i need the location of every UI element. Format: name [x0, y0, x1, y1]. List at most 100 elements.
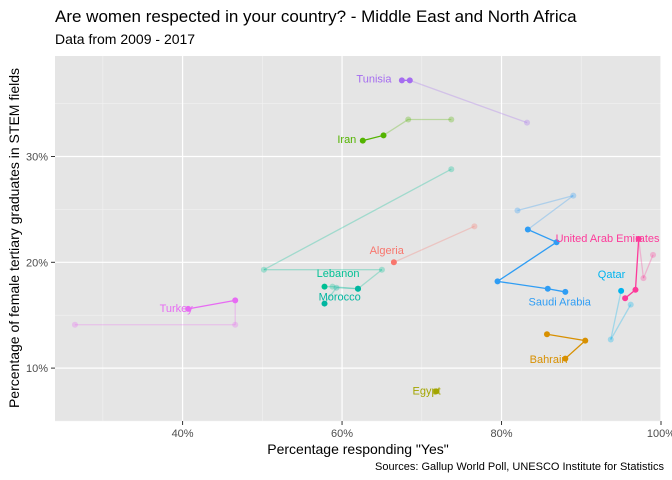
series-segment — [527, 195, 574, 231]
data-point — [622, 295, 629, 302]
data-point — [359, 137, 366, 144]
series-label-morocco: Morocco — [319, 291, 361, 303]
y-tick-label: 10% — [26, 363, 48, 375]
x-tick-label: 40% — [172, 428, 194, 440]
series-label-iran: Iran — [337, 134, 356, 146]
series-segment — [332, 285, 359, 290]
series-label-turkey: Turkey — [160, 303, 194, 315]
series-label-qatar: Qatar — [598, 269, 626, 281]
data-point — [321, 300, 328, 307]
series-united-arab-emirates — [622, 236, 657, 302]
series-segment — [610, 290, 622, 340]
series-morocco — [321, 284, 361, 307]
data-point — [448, 116, 455, 123]
data-point — [390, 259, 397, 266]
data-point — [406, 77, 413, 84]
data-point — [232, 297, 239, 304]
data-point — [185, 305, 192, 312]
data-point — [329, 283, 336, 290]
minor-gridlines — [55, 56, 661, 422]
series-segment — [546, 333, 586, 342]
data-point — [632, 286, 639, 293]
series-label-saudi-arabia: Saudi Arabia — [529, 297, 592, 309]
series-label-bahrain: Bahrain — [530, 354, 568, 366]
series-label-lebanon: Lebanon — [317, 268, 360, 280]
series-segment — [357, 269, 383, 290]
series-tunisia — [398, 77, 531, 126]
data-point — [494, 278, 501, 285]
data-point — [380, 132, 387, 139]
y-tick-label: 20% — [26, 257, 48, 269]
data-point — [448, 166, 455, 173]
data-point — [650, 251, 657, 258]
data-point — [260, 266, 267, 273]
series-segment — [517, 195, 574, 212]
x-tick-label: 80% — [491, 428, 513, 440]
data-point — [570, 192, 577, 199]
series-segment — [263, 168, 452, 271]
data-point — [562, 355, 569, 362]
chart-caption: Sources: Gallup World Poll, UNESCO Insti… — [375, 461, 664, 473]
data-point — [524, 226, 531, 233]
series-segment — [323, 287, 337, 304]
data-point — [544, 285, 551, 292]
y-axis-ticks: 10% 20% 30% — [26, 152, 55, 375]
series-segment — [409, 79, 528, 124]
x-axis-ticks: 40% 60% 80% 100% — [172, 421, 672, 440]
series-label-united-arab-emirates: United Arab Emirates — [556, 233, 660, 245]
series-labels: Tunisia Iran Algeria Lebanon Morocco Turkey Un… — [160, 73, 660, 397]
data-point — [378, 266, 385, 273]
series-turkey — [71, 297, 239, 328]
series-label-algeria: Algeria — [370, 245, 405, 257]
data-point — [618, 287, 625, 294]
chart-title: Are women respected in your country? - M… — [55, 7, 577, 26]
series-saudi-arabia — [494, 192, 577, 295]
data-point — [562, 288, 569, 295]
x-tick-label: 100% — [647, 428, 672, 440]
y-tick-label: 30% — [26, 152, 48, 164]
data-point — [333, 284, 340, 291]
x-tick-label: 60% — [331, 428, 353, 440]
series-segment — [188, 299, 236, 310]
data-point — [405, 116, 412, 123]
series-segment — [638, 238, 645, 279]
series-segment — [362, 134, 384, 142]
series-qatar — [607, 287, 634, 343]
data-point — [321, 283, 328, 290]
series-lebanon — [260, 166, 455, 292]
data-point — [398, 77, 405, 84]
series-label-tunisia: Tunisia — [356, 73, 392, 85]
data-point — [582, 337, 589, 344]
data-point — [433, 388, 440, 395]
data-point — [635, 236, 642, 243]
data-point — [640, 275, 647, 282]
data-point — [355, 285, 361, 292]
plot-panel — [55, 56, 661, 421]
data-point — [607, 336, 614, 343]
series-segment — [336, 287, 359, 290]
series-egypt — [433, 388, 440, 395]
series-layer — [71, 77, 657, 395]
y-axis-title: Percentage of female tertiary graduates … — [6, 68, 22, 408]
series-segment — [497, 241, 557, 282]
data-point — [524, 119, 531, 126]
series-segment — [393, 225, 475, 263]
data-point — [232, 321, 239, 328]
data-point — [553, 239, 560, 246]
x-axis-title: Percentage responding "Yes" — [267, 441, 448, 457]
major-gridlines — [55, 56, 662, 421]
data-point — [471, 223, 478, 230]
data-point — [514, 207, 521, 214]
series-algeria — [390, 223, 478, 266]
data-point — [543, 331, 550, 338]
series-segment — [527, 228, 557, 243]
chart-subtitle: Data from 2009 - 2017 — [55, 31, 195, 47]
series-iran — [359, 116, 455, 144]
series-segment — [642, 254, 654, 279]
series-segment — [610, 304, 632, 340]
series-bahrain — [543, 331, 589, 362]
series-segment — [564, 340, 586, 360]
series-segment — [634, 238, 640, 290]
data-point — [627, 301, 634, 308]
